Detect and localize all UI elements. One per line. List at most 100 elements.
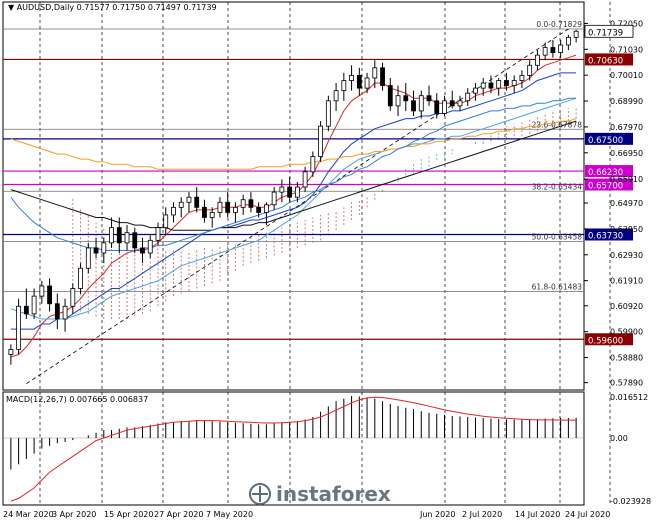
current-price-tag xyxy=(584,24,634,38)
candle-body-30 xyxy=(240,199,246,208)
x-tick-label-4: 7 May 2020 xyxy=(206,510,253,519)
candle-body-26 xyxy=(209,212,215,218)
fib-label-4: 61.8-0.61483 xyxy=(532,282,583,291)
x-tick-label-0: 24 Mar 2020 xyxy=(3,510,54,519)
candle-body-13 xyxy=(109,227,114,244)
candle-body-66 xyxy=(519,75,525,81)
level-label-3: 0.65700 xyxy=(588,182,623,192)
price-tick-label-11: 0.60920 xyxy=(610,302,643,311)
candle-body-14 xyxy=(116,227,122,244)
candle-body-38 xyxy=(302,171,308,188)
price-tick-label-14: 0.57890 xyxy=(610,379,643,388)
candle-body-20 xyxy=(163,214,169,229)
candle-body-39 xyxy=(310,156,316,173)
candle-body-59 xyxy=(465,92,471,102)
candle-body-34 xyxy=(271,191,277,206)
candle-body-70 xyxy=(550,47,556,53)
candle-body-32 xyxy=(256,206,262,213)
price-tick-label-4: 0.67970 xyxy=(610,123,643,132)
candle-body-12 xyxy=(101,242,107,254)
candle-body-63 xyxy=(496,80,502,89)
x-tick-label-10: 2 Jul 2020 xyxy=(462,510,502,519)
candle-body-24 xyxy=(194,196,200,208)
candle-body-50 xyxy=(395,95,401,107)
level-tag-2 xyxy=(585,165,633,178)
price-tick-label-7: 0.64970 xyxy=(610,199,643,208)
candle-body-58 xyxy=(457,100,463,107)
candle-body-6 xyxy=(54,303,60,320)
candle-body-29 xyxy=(233,206,238,213)
candle-body-55 xyxy=(434,100,440,114)
line-fast-ma xyxy=(10,54,577,358)
level-tag-5 xyxy=(585,333,633,346)
price-tick-label-2: 0.70010 xyxy=(610,71,643,80)
price-tick-label-8: 0.63950 xyxy=(610,225,643,234)
candle-body-23 xyxy=(186,196,192,203)
line-senkou-a xyxy=(10,97,577,320)
line-sma-long xyxy=(10,120,577,231)
price-tick-label-5: 0.66950 xyxy=(610,149,643,158)
watermark-logo-mark xyxy=(252,486,268,502)
line-sma-mid xyxy=(10,118,577,170)
candle-body-48 xyxy=(380,67,385,86)
level-tag-4 xyxy=(585,228,633,241)
macd-signal-line xyxy=(10,396,577,502)
level-tag-1 xyxy=(585,132,633,145)
candle-body-22 xyxy=(178,201,184,208)
candle-body-61 xyxy=(480,82,486,89)
candle-body-68 xyxy=(535,54,540,66)
candle-body-11 xyxy=(93,247,99,254)
line-kijun-line xyxy=(10,72,577,330)
candle-body-25 xyxy=(202,206,207,218)
candle-body-35 xyxy=(279,186,285,193)
candle-body-42 xyxy=(333,90,339,102)
candle-body-5 xyxy=(47,285,52,305)
candle-body-71 xyxy=(558,44,564,53)
candle-body-0 xyxy=(8,349,14,355)
fib-label-1: 23.6-0.67878 xyxy=(532,120,583,129)
candle-body-1 xyxy=(16,305,22,350)
x-tick-label-9: Jun 2020 xyxy=(419,510,455,519)
candle-body-4 xyxy=(39,285,45,297)
candle-body-37 xyxy=(294,186,300,198)
candle-body-2 xyxy=(23,305,29,315)
fib-label-0: 0.0-0.71829 xyxy=(536,20,582,29)
price-tick-label-13: 0.58880 xyxy=(610,354,643,363)
trend-line xyxy=(26,28,569,384)
current-price-label: 0.71739 xyxy=(588,28,623,38)
fib-label-2: 38.2-0.65434 xyxy=(532,182,583,191)
macd-panel-frame xyxy=(2,391,585,506)
candle-body-17 xyxy=(140,247,145,254)
candle-body-72 xyxy=(565,36,571,46)
candle-body-43 xyxy=(341,80,347,92)
candle-body-54 xyxy=(426,95,432,102)
x-tick-label-3: 27 Apr 2020 xyxy=(154,510,203,519)
watermark-text: instaforex xyxy=(276,482,391,506)
candle-body-8 xyxy=(70,288,76,307)
candle-body-7 xyxy=(62,305,68,320)
candle-body-65 xyxy=(511,80,517,86)
fib-label-3: 50.0-0.63458 xyxy=(532,232,583,241)
candle-body-36 xyxy=(287,186,293,198)
candle-body-31 xyxy=(248,199,254,208)
candle-body-73 xyxy=(573,30,579,38)
price-tick-label-6: 0.65910 xyxy=(610,175,643,184)
main-panel-frame xyxy=(2,1,585,391)
candle-body-16 xyxy=(132,232,138,249)
level-tag-0 xyxy=(585,53,633,66)
candle-body-51 xyxy=(403,95,409,102)
candle-body-64 xyxy=(504,80,509,86)
candle-body-21 xyxy=(171,206,176,216)
candle-body-18 xyxy=(147,239,153,254)
candle-body-10 xyxy=(85,247,91,269)
x-tick-label-1: 3 Apr 2020 xyxy=(52,510,96,519)
level-label-4: 0.63730 xyxy=(588,231,623,241)
candle-body-44 xyxy=(349,75,354,81)
candle-body-67 xyxy=(527,64,533,76)
candle-body-57 xyxy=(449,100,455,107)
watermark-logo-icon xyxy=(249,483,271,505)
x-tick-label-12: 24 Jul 2020 xyxy=(565,510,610,519)
